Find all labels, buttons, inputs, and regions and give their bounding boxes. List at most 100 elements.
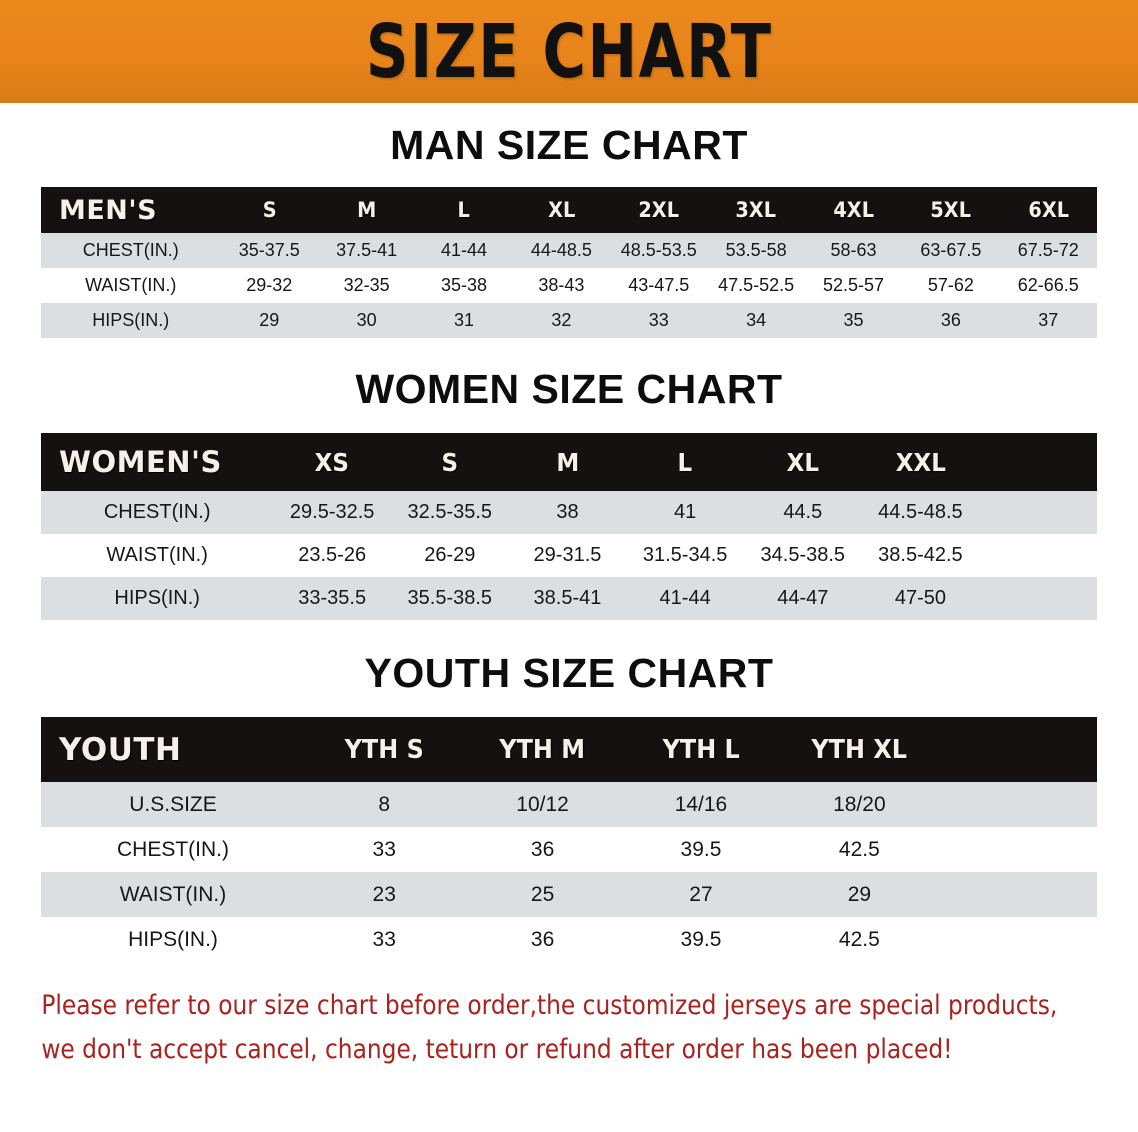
youth-section-title: YOUTH SIZE CHART xyxy=(364,650,774,696)
youth-size-column-header: YTH M xyxy=(499,734,586,765)
measurement-cell: 35-37.5 xyxy=(238,240,300,260)
measurement-cell: 18/20 xyxy=(833,792,886,816)
measurement-cell: 34 xyxy=(746,310,767,330)
measurement-cell: 32-35 xyxy=(343,275,390,295)
page-banner: SIZE CHART xyxy=(0,0,1138,103)
man-size-table: MEN'S S M L XL 2XL 3XL 4XL 5XL 6XL CHEST(IN.) 35-37… xyxy=(41,187,1097,338)
man-size-column-header: S xyxy=(262,198,277,222)
women-size-table: WOMEN'S XS S M L XL XXL CHEST(IN.) 29.5-32.5 32.5… xyxy=(41,433,1097,620)
man-size-column-header: 4XL xyxy=(833,198,874,222)
measurement-cell: 39.5 xyxy=(680,837,722,861)
measurement-cell: 26-29 xyxy=(424,544,476,566)
measurement-cell: 34.5-38.5 xyxy=(760,544,846,566)
measurement-cell: 38 xyxy=(556,501,579,523)
measurement-cell: 38.5-41 xyxy=(533,587,602,609)
youth-row-label: CHEST(IN.) xyxy=(117,837,229,861)
measurement-cell: 29.5-32.5 xyxy=(289,501,375,523)
women-table-header-row: WOMEN'S XS S M L XL XXL xyxy=(41,433,1097,491)
women-size-column-header: S xyxy=(441,447,459,477)
youth-size-column-header: YTH S xyxy=(344,734,424,765)
table-row: WAIST(IN.) 23.5-26 26-29 29-31.5 31.5-34.5 34… xyxy=(41,534,1097,577)
empty-cell xyxy=(979,491,1097,534)
measurement-cell: 47-50 xyxy=(894,587,947,609)
table-row: WAIST(IN.) 29-32 32-35 35-38 38-43 43-47.5 47.… xyxy=(41,268,1097,303)
measurement-cell: 58-63 xyxy=(830,240,877,260)
measurement-cell: 39.5 xyxy=(680,927,722,951)
empty-cell xyxy=(939,827,1097,872)
measurement-cell: 48.5-53.5 xyxy=(620,240,697,260)
table-row: CHEST(IN.) 33 36 39.5 42.5 xyxy=(41,827,1097,872)
measurement-cell: 57-62 xyxy=(927,275,974,295)
man-size-column-header: L xyxy=(457,198,471,222)
measurement-cell: 31.5-34.5 xyxy=(642,544,728,566)
man-size-column-header: 3XL xyxy=(735,198,777,222)
women-header-spacer xyxy=(979,433,1097,491)
youth-chart-block: YOUTH YTH S YTH M YTH L YTH XL U.S.SIZE 8 10/12… xyxy=(41,717,1097,962)
women-size-column-header: XL xyxy=(786,447,819,477)
man-header-label: MEN'S xyxy=(59,194,158,226)
measurement-cell: 23 xyxy=(372,882,396,906)
women-section-title: WOMEN SIZE CHART xyxy=(355,366,783,412)
measurement-cell: 33-35.5 xyxy=(298,587,367,609)
measurement-cell: 41-44 xyxy=(659,587,711,609)
measurement-cell: 32 xyxy=(551,310,572,330)
youth-size-column-header: YTH L xyxy=(662,734,740,765)
measurement-cell: 52.5-57 xyxy=(822,275,884,295)
measurement-cell: 38-43 xyxy=(538,275,585,295)
measurement-cell: 44-48.5 xyxy=(530,240,592,260)
measurement-cell: 23.5-26 xyxy=(298,544,367,566)
measurement-cell: 32.5-35.5 xyxy=(407,501,493,523)
man-row-label: CHEST(IN.) xyxy=(82,240,179,260)
measurement-cell: 33 xyxy=(648,310,669,330)
order-policy-disclaimer: Please refer to our size chart before or… xyxy=(29,984,1058,1072)
table-row: U.S.SIZE 8 10/12 14/16 18/20 xyxy=(41,782,1097,827)
man-section-title: MAN SIZE CHART xyxy=(390,122,748,168)
youth-size-column-header: YTH XL xyxy=(811,734,908,765)
measurement-cell: 30 xyxy=(356,310,377,330)
youth-header-spacer xyxy=(939,717,1097,782)
empty-cell xyxy=(939,782,1097,827)
measurement-cell: 63-67.5 xyxy=(920,240,982,260)
measurement-cell: 31 xyxy=(453,310,474,330)
man-size-column-header: XL xyxy=(547,198,575,222)
disclaimer-line-1: Please refer to our size chart before or… xyxy=(41,990,1058,1021)
measurement-cell: 44-47 xyxy=(777,587,829,609)
measurement-cell: 33 xyxy=(372,837,396,861)
measurement-cell: 35.5-38.5 xyxy=(407,587,493,609)
measurement-cell: 36 xyxy=(530,927,555,951)
measurement-cell: 29-32 xyxy=(246,275,293,295)
man-chart-block: MEN'S S M L XL 2XL 3XL 4XL 5XL 6XL CHEST(IN.) 35-37… xyxy=(41,187,1097,338)
measurement-cell: 41-44 xyxy=(440,240,487,260)
man-table-header-row: MEN'S S M L XL 2XL 3XL 4XL 5XL 6XL xyxy=(41,187,1097,233)
women-size-column-header: XXL xyxy=(895,447,946,477)
measurement-cell: 42.5 xyxy=(838,927,880,951)
man-size-column-header: 5XL xyxy=(930,198,972,222)
table-row: HIPS(IN.) 29 30 31 32 33 34 35 36 37 xyxy=(41,303,1097,338)
youth-size-table: YOUTH YTH S YTH M YTH L YTH XL U.S.SIZE 8 10/12… xyxy=(41,717,1097,962)
women-size-column-header: XS xyxy=(315,447,350,477)
measurement-cell: 8 xyxy=(378,792,391,816)
youth-row-label: U.S.SIZE xyxy=(129,792,217,816)
measurement-cell: 27 xyxy=(689,882,713,906)
women-row-label: CHEST(IN.) xyxy=(103,501,211,523)
measurement-cell: 29 xyxy=(847,882,872,906)
measurement-cell: 10/12 xyxy=(516,792,569,816)
women-size-column-header: M xyxy=(556,447,579,477)
youth-table-header-row: YOUTH YTH S YTH M YTH L YTH XL xyxy=(41,717,1097,782)
measurement-cell: 29-31.5 xyxy=(533,544,602,566)
table-row: HIPS(IN.) 33-35.5 35.5-38.5 38.5-41 41-44 44-… xyxy=(41,577,1097,620)
youth-row-label: HIPS(IN.) xyxy=(128,927,218,951)
women-row-label: WAIST(IN.) xyxy=(106,544,208,566)
measurement-cell: 29 xyxy=(259,310,280,330)
measurement-cell: 14/16 xyxy=(674,792,728,816)
women-header-label: WOMEN'S xyxy=(59,445,222,479)
man-row-label: WAIST(IN.) xyxy=(85,275,177,295)
page-title: SIZE CHART xyxy=(365,8,773,95)
women-chart-block: WOMEN'S XS S M L XL XXL CHEST(IN.) 29.5-32.5 32.5… xyxy=(41,433,1097,620)
man-row-label: HIPS(IN.) xyxy=(92,310,170,330)
empty-cell xyxy=(979,577,1097,620)
empty-cell xyxy=(979,534,1097,577)
measurement-cell: 43-47.5 xyxy=(628,275,690,295)
youth-row-label: WAIST(IN.) xyxy=(119,882,227,906)
measurement-cell: 35-38 xyxy=(440,275,487,295)
